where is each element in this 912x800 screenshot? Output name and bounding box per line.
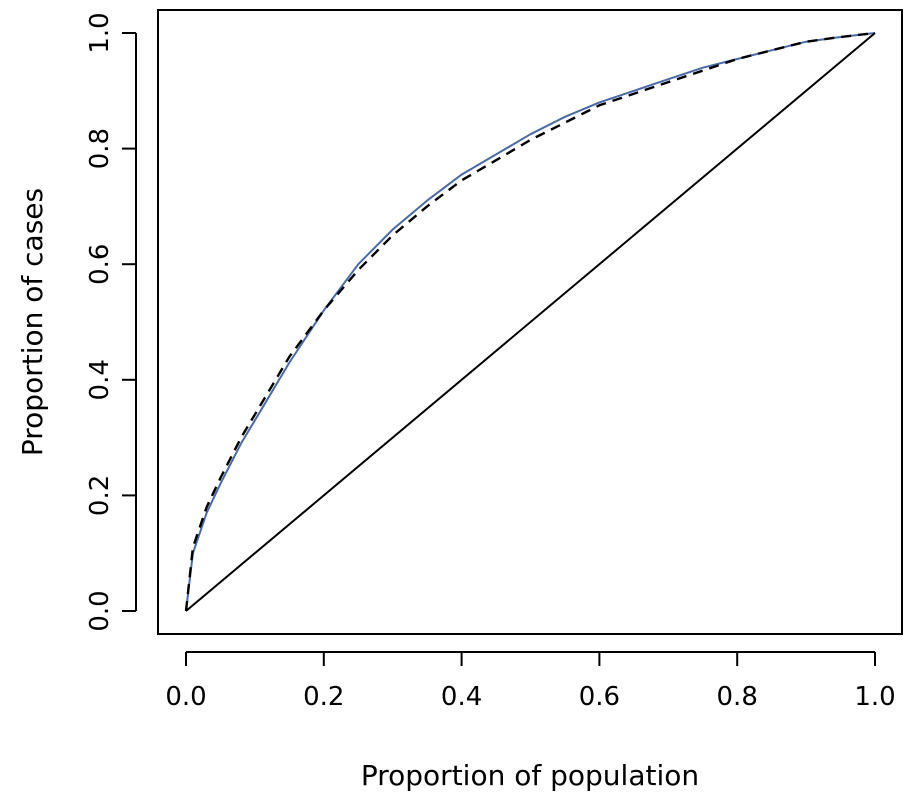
series-line-diagonal bbox=[185, 32, 876, 612]
y-axis: 0.0 0.2 0.4 0.6 0.8 1.0 bbox=[85, 12, 137, 632]
x-tick-label: 0.2 bbox=[303, 682, 344, 712]
y-tick-label: 0.0 bbox=[85, 590, 115, 631]
series-line-curve-dashed bbox=[184, 31, 876, 612]
x-tick-label: 1.0 bbox=[854, 682, 895, 712]
x-axis: 0.0 0.2 0.4 0.6 0.8 1.0 bbox=[165, 651, 896, 712]
y-tick-label: 0.2 bbox=[85, 475, 115, 516]
series-layer bbox=[184, 31, 876, 612]
x-axis-title: Proportion of population bbox=[361, 759, 699, 792]
y-tick-label: 1.0 bbox=[85, 12, 115, 53]
y-tick-label: 0.8 bbox=[85, 128, 115, 169]
y-tick-label: 0.6 bbox=[85, 244, 115, 285]
y-tick-label: 0.4 bbox=[85, 359, 115, 400]
y-axis-title: Proportion of cases bbox=[16, 188, 49, 456]
x-tick-label: 0.8 bbox=[717, 682, 758, 712]
x-tick-label: 0.6 bbox=[579, 682, 620, 712]
x-tick-label: 0.4 bbox=[441, 682, 482, 712]
plot-frame bbox=[157, 9, 903, 635]
x-tick-label: 0.0 bbox=[165, 682, 206, 712]
